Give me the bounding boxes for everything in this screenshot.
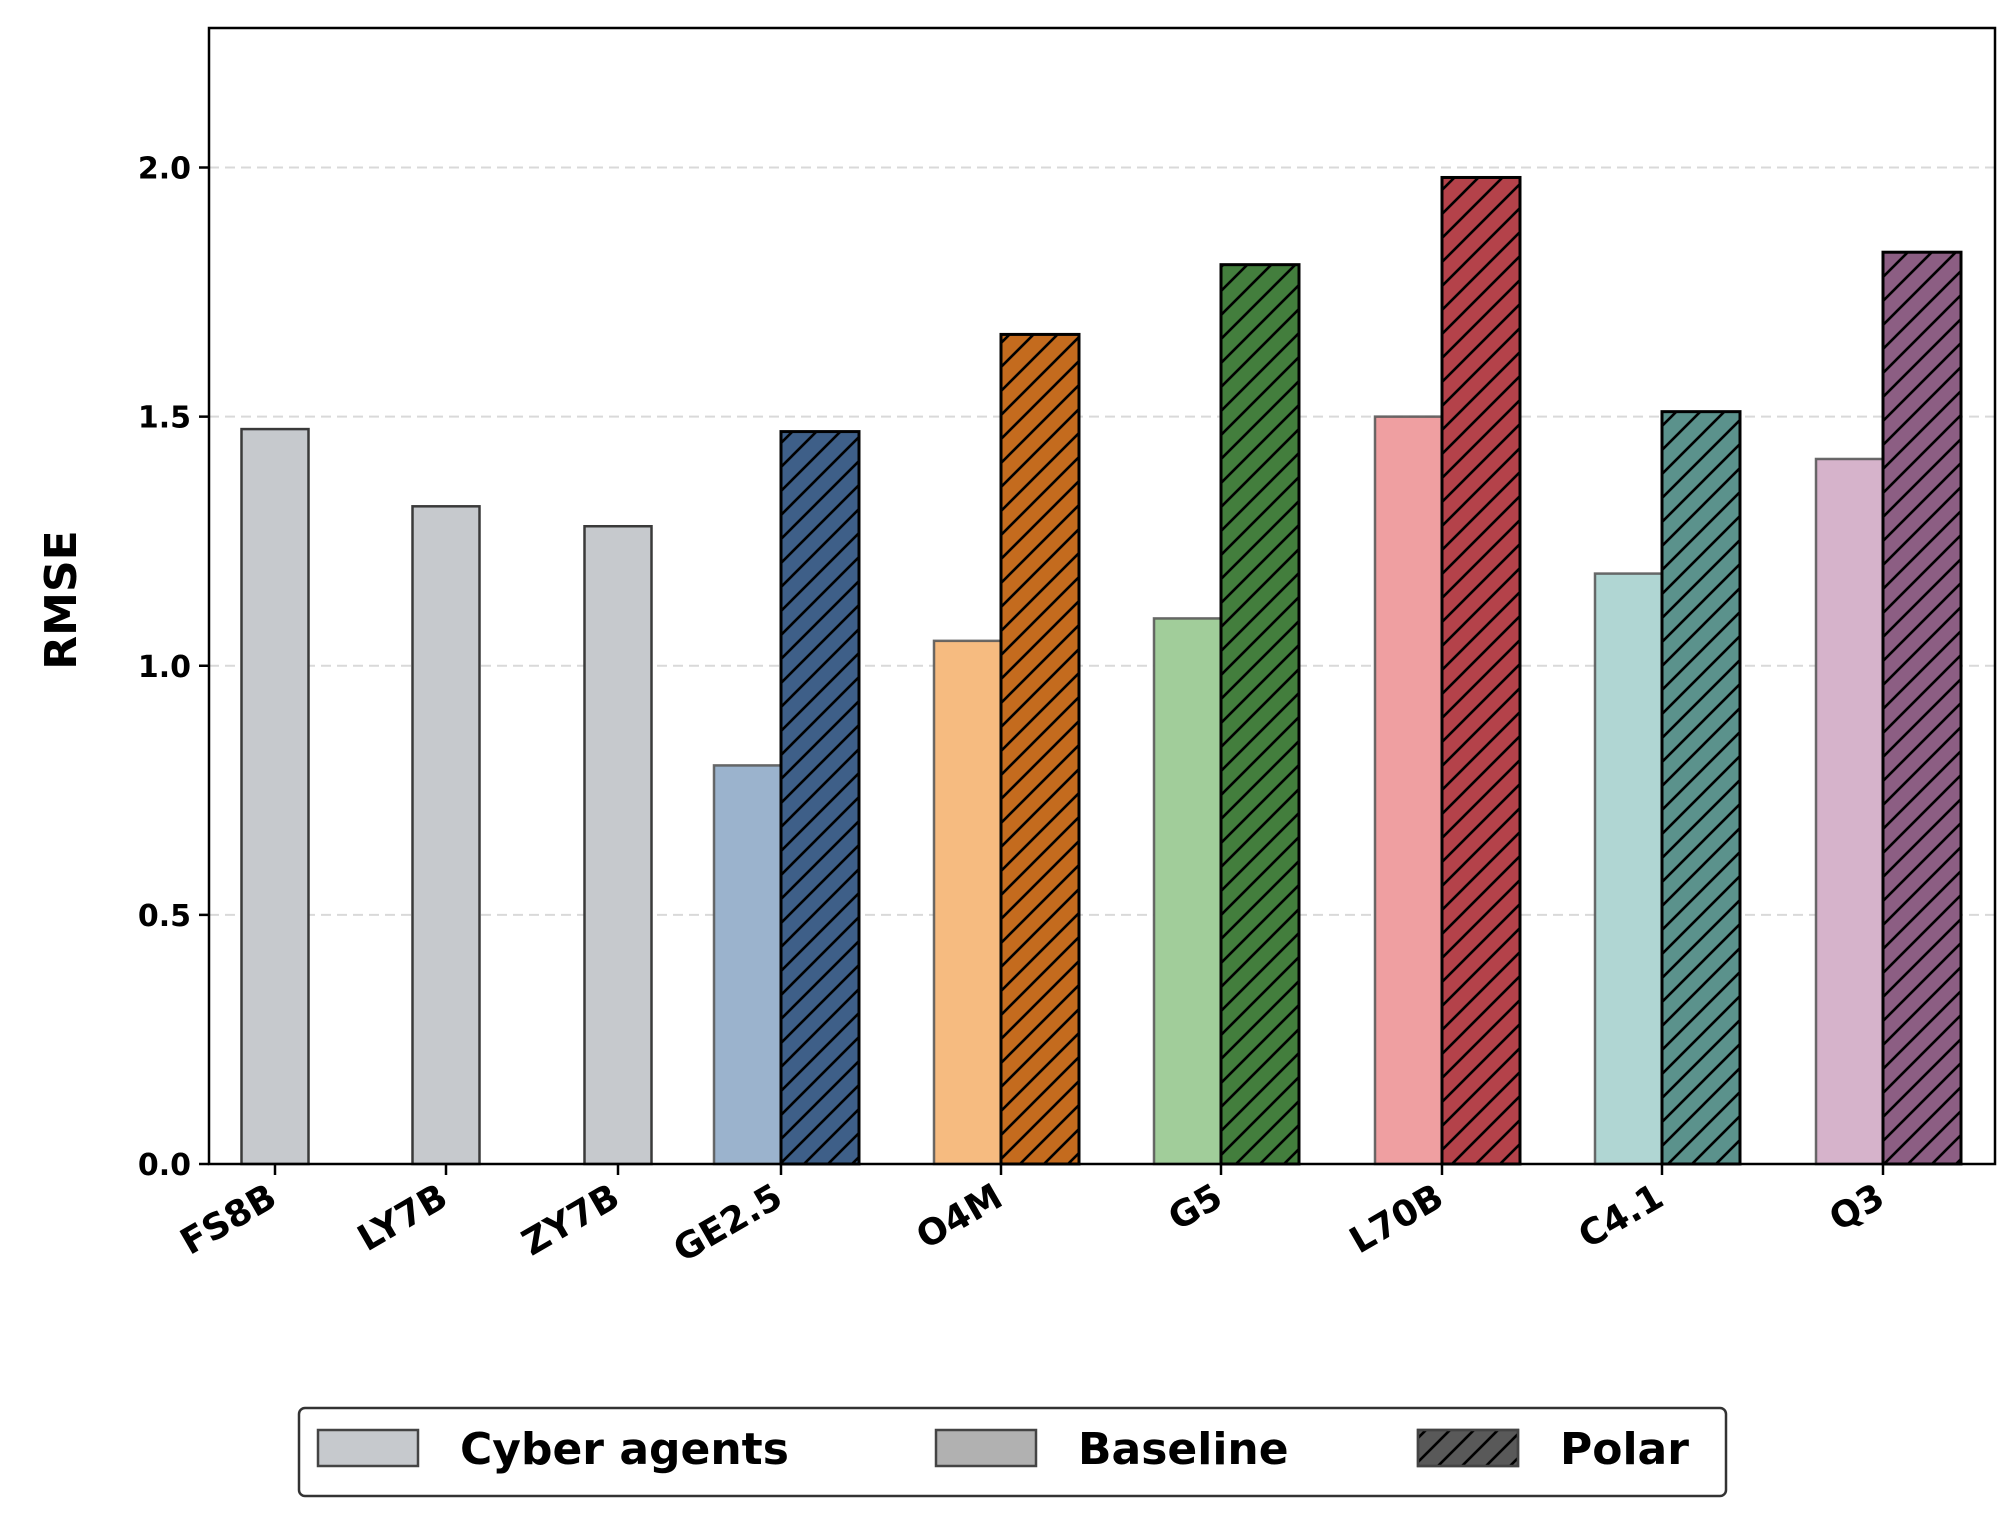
bar-polar-hatch-L70B <box>1440 175 1522 1166</box>
y-tick-label: 2.0 <box>138 152 191 187</box>
plot-frame <box>207 26 1997 1166</box>
x-tick-label: GE2.5 <box>667 1176 790 1270</box>
bars <box>240 175 1963 1166</box>
legend-swatch <box>316 1428 420 1468</box>
bar-polar-hatch-O4M <box>999 332 1081 1166</box>
bar-baseline-O4M <box>932 639 1003 1166</box>
bar-cyber-LY7B <box>411 505 481 1166</box>
bar-baseline-G5 <box>1152 617 1223 1166</box>
bar-baseline-L70B <box>1373 415 1444 1166</box>
legend-swatch-hatch <box>1416 1428 1520 1468</box>
bar-baseline-GE2.5 <box>712 764 783 1166</box>
y-axis-title: RMSE <box>36 530 87 669</box>
legend-label: Cyber agents <box>460 1424 789 1475</box>
bar-polar-hatch-C4.1 <box>1660 410 1742 1166</box>
y-tick-label: 0.0 <box>138 1148 191 1183</box>
bar-baseline-Q3 <box>1814 457 1885 1166</box>
y-tick-label: 1.0 <box>138 650 191 685</box>
x-tick-label: FS8B <box>174 1176 284 1263</box>
legend-label: Polar <box>1560 1424 1689 1475</box>
legend-swatch <box>934 1428 1038 1468</box>
x-tick-label: O4M <box>910 1176 1010 1257</box>
y-tick-label: 1.5 <box>138 401 191 436</box>
bar-cyber-ZY7B <box>583 524 653 1166</box>
bar-baseline-C4.1 <box>1593 572 1664 1166</box>
bar-cyber-FS8B <box>240 427 310 1166</box>
y-tick-label: 0.5 <box>138 899 191 934</box>
x-tick-label: G5 <box>1162 1176 1230 1239</box>
bar-polar-hatch-Q3 <box>1881 250 1963 1166</box>
x-tick-label: Q3 <box>1823 1176 1892 1239</box>
x-tick-label: ZY7B <box>515 1176 626 1264</box>
legend-label: Baseline <box>1078 1424 1289 1475</box>
bar-polar-hatch-GE2.5 <box>779 430 861 1166</box>
legend: Cyber agents Baseline Polar <box>297 1406 1728 1498</box>
x-tick-label: L70B <box>1343 1176 1451 1262</box>
x-tick-label: LY7B <box>351 1176 455 1259</box>
bar-polar-hatch-G5 <box>1219 263 1301 1166</box>
x-tick-label: C4.1 <box>1572 1176 1671 1257</box>
